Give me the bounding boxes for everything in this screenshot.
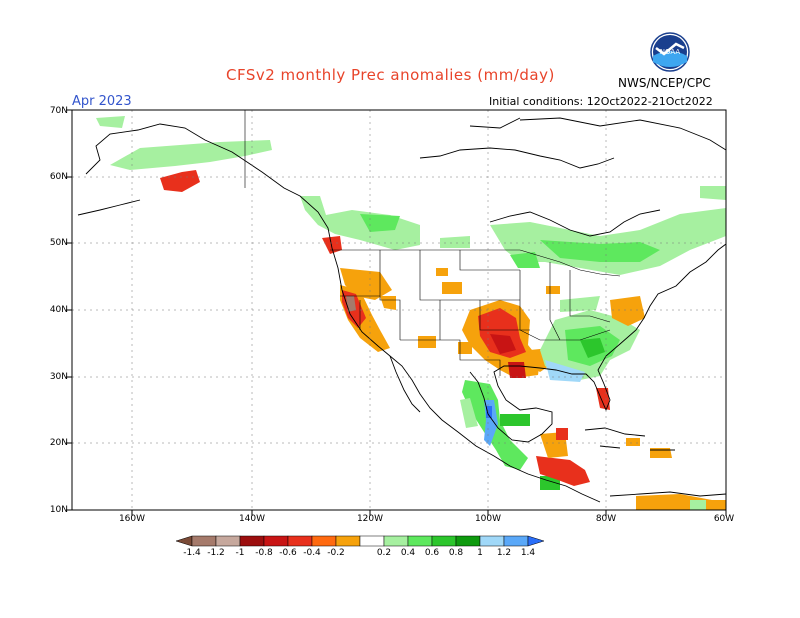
forecast-month: Apr 2023: [72, 94, 132, 109]
anomaly-labrador-wet: [700, 186, 726, 200]
anomaly-alaska-dry: [160, 170, 200, 192]
colorbar-tick-label: -1.4: [183, 548, 201, 558]
colorbar-tick-label: 1: [477, 548, 483, 558]
lon-label-60w: 60W: [713, 514, 735, 524]
anomaly-hudson-wet: [490, 208, 726, 275]
anomaly-mexico-light-wet: [460, 398, 478, 428]
anomaly-central-america-dry: [536, 456, 590, 486]
anomaly-south-america-dry: [636, 494, 726, 510]
lon-label-160w: 160W: [118, 514, 146, 524]
lon-label-100w: 100W: [474, 514, 502, 524]
colorbar-swatch: [335, 535, 361, 547]
anomaly-rockies-dry: [380, 296, 396, 310]
colorbar-swatch: [287, 535, 313, 547]
anomaly-kansas-dry: [458, 342, 472, 354]
anomaly-nevada-brown: [346, 296, 356, 312]
political-boundaries: [244, 110, 621, 376]
colorbar-swatch: [311, 535, 337, 547]
anomaly-carolina-wet: [580, 338, 605, 358]
anomaly-colorado-dry: [436, 268, 448, 276]
anomaly-midwest-wet: [560, 296, 600, 312]
colorbar-tick-label: -1.2: [207, 548, 225, 558]
anomaly-nm-dry: [418, 336, 436, 348]
colorbar-tick-label: -0.6: [279, 548, 297, 558]
lat-label-50n: 50N: [49, 238, 68, 248]
lat-label-10n: 10N: [49, 505, 68, 515]
lon-label-140w: 140W: [238, 514, 266, 524]
map-frame: [66, 109, 727, 516]
colorbar-swatch: [239, 535, 265, 547]
graticule: [72, 110, 726, 510]
colorbar-swatch: [359, 535, 385, 547]
logo-text: NOAA: [660, 48, 681, 56]
colorbar-tick-label: 0.6: [424, 548, 440, 558]
chart-title: CFSv2 monthly Prec anomalies (mm/day): [226, 66, 555, 84]
colorbar-tick-label: 0.2: [376, 548, 392, 558]
anomaly-mexico-deep-blue: [486, 406, 492, 418]
lat-label-20n: 20N: [49, 438, 68, 448]
colorbar-swatch: [503, 535, 529, 547]
anomaly-texas-severe-dry: [490, 334, 516, 354]
anomaly-northeast-dry: [610, 296, 645, 326]
colorbar-tick-label: 0.8: [448, 548, 464, 558]
lon-label-80w: 80W: [595, 514, 617, 524]
colorbar: [175, 535, 545, 547]
anomaly-ohio-dry: [546, 286, 560, 294]
colorbar-swatch: [191, 535, 217, 547]
anomaly-quebec-wet: [540, 240, 660, 262]
colorbar-tick-label: -0.8: [255, 548, 273, 558]
anomaly-wyoming-dry: [442, 282, 462, 294]
colorbar-tick-label: 1.2: [496, 548, 512, 558]
lat-label-60n: 60N: [49, 172, 68, 182]
colorbar-swatch: [263, 535, 289, 547]
initial-conditions: Initial conditions: 12Oct2022-21Oct2022: [489, 95, 713, 108]
anomaly-bc-wet: [300, 196, 420, 250]
colorbar-tick-label: -1: [235, 548, 245, 558]
lat-label-40n: 40N: [49, 305, 68, 315]
colorbar-swatch: [479, 535, 505, 547]
lat-label-70n: 70N: [49, 106, 68, 116]
colorbar-swatch: [431, 535, 457, 547]
anomaly-alaska-wet: [110, 140, 272, 170]
anomaly-cuba-dry: [626, 438, 640, 446]
colorbar-swatch: [215, 535, 241, 547]
lat-label-30n: 30N: [49, 372, 68, 382]
colorbar-tick-label: 1.4: [520, 548, 536, 558]
anomaly-caribbean-dry: [556, 428, 568, 440]
anomaly-louisiana-dry: [508, 362, 526, 378]
colorbar-swatch: [455, 535, 481, 547]
colorbar-swatch: [407, 535, 433, 547]
anomaly-gulf-wet: [545, 360, 585, 382]
anomaly-south-america-wet: [690, 500, 706, 510]
anomaly-yucatan-wet: [500, 414, 530, 426]
colorbar-min-arrow: [175, 535, 193, 547]
anomaly-aleutian-wet: [96, 116, 125, 128]
map-field: [77, 110, 726, 510]
colorbar-max-arrow: [527, 535, 545, 547]
colorbar-tick-label: -0.2: [327, 548, 345, 558]
lon-label-120w: 120W: [356, 514, 384, 524]
anomaly-canada-east-wet: [440, 236, 470, 248]
anomaly-great-lakes-wet: [510, 252, 540, 268]
noaa-logo: NOAA: [650, 32, 690, 72]
colorbar-swatch: [383, 535, 409, 547]
colorbar-tick-label: -0.4: [303, 548, 321, 558]
coastlines: [77, 117, 726, 503]
anomaly-caribbean-east-dry: [650, 448, 672, 458]
colorbar-tick-label: 0.4: [400, 548, 416, 558]
agency-label: NWS/NCEP/CPC: [618, 76, 711, 90]
anomaly-pnw-dry: [322, 236, 342, 254]
anomaly-florida-dry: [596, 388, 610, 410]
